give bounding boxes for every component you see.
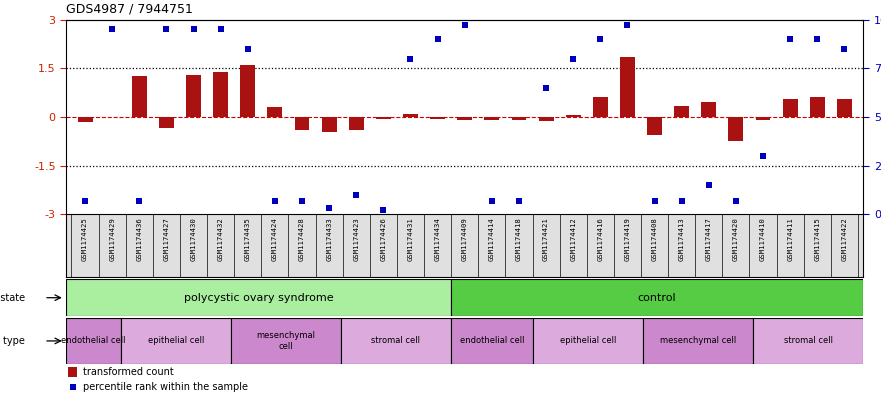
Text: GSM1174415: GSM1174415 <box>814 217 820 261</box>
Bar <box>430 117 445 119</box>
Text: endothelial cell: endothelial cell <box>62 336 126 345</box>
Text: GSM1174420: GSM1174420 <box>733 217 739 261</box>
Bar <box>451 279 863 316</box>
Bar <box>268 107 282 117</box>
Bar <box>457 117 472 119</box>
Text: endothelial cell: endothelial cell <box>460 336 524 345</box>
Text: GSM1174421: GSM1174421 <box>543 217 549 261</box>
Bar <box>241 65 255 117</box>
Text: GSM1174426: GSM1174426 <box>381 217 387 261</box>
Bar <box>837 99 852 117</box>
Text: GSM1174418: GSM1174418 <box>516 217 522 261</box>
Bar <box>322 117 337 132</box>
Text: GSM1174436: GSM1174436 <box>137 217 143 261</box>
Bar <box>485 117 500 119</box>
Text: GSM1174416: GSM1174416 <box>597 217 603 261</box>
Text: epithelial cell: epithelial cell <box>148 336 204 345</box>
Bar <box>213 72 228 117</box>
Bar <box>782 99 797 117</box>
Bar <box>620 57 635 117</box>
Bar <box>349 117 364 130</box>
Bar <box>729 117 744 141</box>
Text: GSM1174425: GSM1174425 <box>82 217 88 261</box>
Bar <box>534 318 643 364</box>
Bar <box>66 279 451 316</box>
Text: mesenchymal
cell: mesenchymal cell <box>256 331 315 351</box>
Bar <box>512 117 527 119</box>
Text: GSM1174411: GSM1174411 <box>787 217 793 261</box>
Bar <box>593 97 608 117</box>
Bar <box>376 117 391 119</box>
Bar <box>186 75 201 117</box>
Text: percentile rank within the sample: percentile rank within the sample <box>83 382 248 392</box>
Text: stromal cell: stromal cell <box>784 336 833 345</box>
Bar <box>66 318 121 364</box>
Text: GDS4987 / 7944751: GDS4987 / 7944751 <box>66 3 193 16</box>
Text: GSM1174410: GSM1174410 <box>760 217 766 261</box>
Bar <box>566 115 581 117</box>
Bar <box>121 318 231 364</box>
Text: GSM1174417: GSM1174417 <box>706 217 712 261</box>
Text: GSM1174427: GSM1174427 <box>163 217 169 261</box>
Bar <box>403 114 418 117</box>
Bar <box>294 117 309 130</box>
Text: GSM1174433: GSM1174433 <box>326 217 332 261</box>
Bar <box>753 318 863 364</box>
Text: GSM1174431: GSM1174431 <box>408 217 413 261</box>
Text: GSM1174424: GSM1174424 <box>272 217 278 261</box>
Text: GSM1174434: GSM1174434 <box>434 217 440 261</box>
Bar <box>451 318 534 364</box>
Bar <box>69 367 78 377</box>
Text: cell type: cell type <box>0 336 25 346</box>
Text: stromal cell: stromal cell <box>372 336 420 345</box>
Text: GSM1174429: GSM1174429 <box>109 217 115 261</box>
Bar <box>78 117 93 122</box>
Text: control: control <box>638 293 677 303</box>
Text: GSM1174428: GSM1174428 <box>299 217 305 261</box>
Text: GSM1174413: GSM1174413 <box>678 217 685 261</box>
Text: mesenchymal cell: mesenchymal cell <box>660 336 737 345</box>
Bar <box>701 102 716 117</box>
Bar <box>231 318 341 364</box>
Bar <box>341 318 451 364</box>
Bar <box>643 318 753 364</box>
Text: GSM1174435: GSM1174435 <box>245 217 251 261</box>
Bar <box>648 117 662 135</box>
Text: transformed count: transformed count <box>83 367 174 377</box>
Text: GSM1174412: GSM1174412 <box>570 217 576 261</box>
Text: GSM1174419: GSM1174419 <box>625 217 631 261</box>
Bar <box>674 106 689 117</box>
Text: GSM1174430: GSM1174430 <box>190 217 196 261</box>
Text: disease state: disease state <box>0 293 25 303</box>
Text: GSM1174432: GSM1174432 <box>218 217 224 261</box>
Text: GSM1174409: GSM1174409 <box>462 217 468 261</box>
Bar <box>132 76 147 117</box>
Bar <box>810 97 825 117</box>
Bar <box>756 117 771 119</box>
Text: epithelial cell: epithelial cell <box>560 336 617 345</box>
Text: polycystic ovary syndrome: polycystic ovary syndrome <box>184 293 333 303</box>
Text: GSM1174422: GSM1174422 <box>841 217 848 261</box>
Text: GSM1174408: GSM1174408 <box>652 217 657 261</box>
Text: GSM1174423: GSM1174423 <box>353 217 359 261</box>
Text: GSM1174414: GSM1174414 <box>489 217 495 261</box>
Bar <box>159 117 174 128</box>
Bar <box>538 117 553 121</box>
